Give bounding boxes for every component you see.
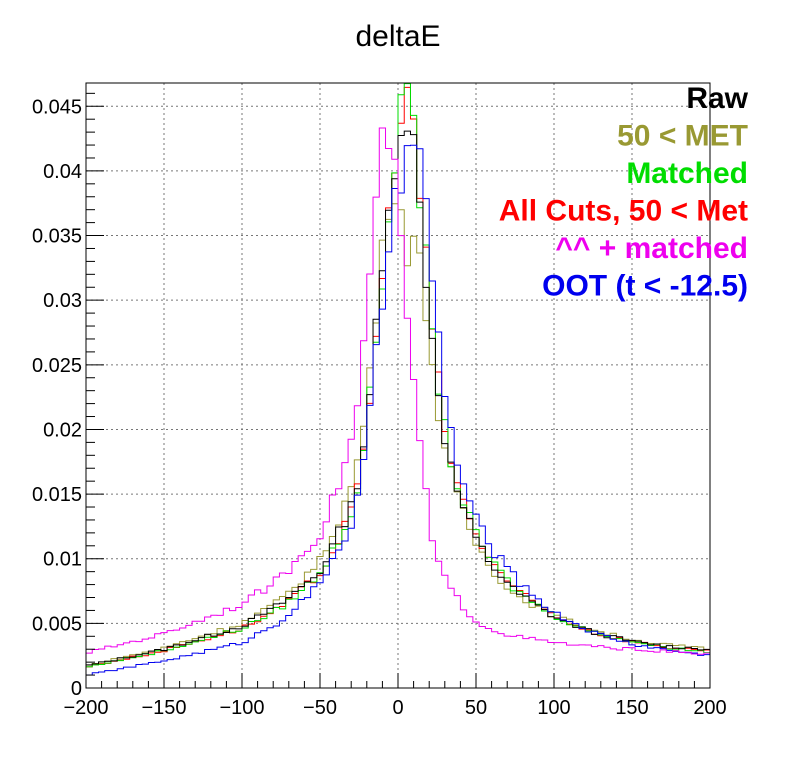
x-tick-label: −50: [303, 697, 337, 719]
legend-entry: Raw: [686, 82, 748, 115]
legend-entry: 50 < MET: [617, 120, 748, 153]
y-tick-label: 0.025: [32, 355, 82, 377]
y-tick-label: 0.015: [32, 484, 82, 506]
series-line: [86, 130, 710, 666]
legend-entry: OOT (t < -12.5): [542, 270, 748, 303]
x-tick-label: −100: [219, 697, 264, 719]
legend-entry: Matched: [626, 157, 748, 190]
x-tick-label: 50: [465, 697, 487, 719]
legend: Raw 50 < MET Matched All Cuts, 50 < Met ^^ +…: [499, 82, 749, 303]
x-tick-label: −150: [141, 697, 186, 719]
legend-entry: All Cuts, 50 < Met: [499, 195, 748, 228]
y-tick-label: 0.04: [43, 161, 82, 183]
y-tick-label: 0.035: [32, 226, 82, 248]
y-tick-label: 0.02: [43, 419, 82, 441]
series-group: [86, 83, 710, 676]
x-tick-label: 150: [615, 697, 648, 719]
y-tick-label: 0.03: [43, 290, 82, 312]
axes: −200 −150 −100 −50 0 50 100 150 200 0 0.005 0.01 0.0…: [32, 92, 727, 719]
x-tick-label: 200: [693, 697, 726, 719]
x-tick-label: −200: [63, 697, 108, 719]
y-tick-label: 0.01: [43, 549, 82, 571]
x-tick-label: 100: [537, 697, 570, 719]
y-tick-label: 0.045: [32, 96, 82, 118]
series-line: [86, 127, 710, 655]
x-tick-label: 0: [392, 697, 403, 719]
y-tick-label: 0: [71, 678, 82, 700]
y-tick-label: 0.005: [32, 613, 82, 635]
chart-title: deltaE: [355, 20, 440, 53]
legend-entry: ^^ + matched: [555, 232, 748, 265]
